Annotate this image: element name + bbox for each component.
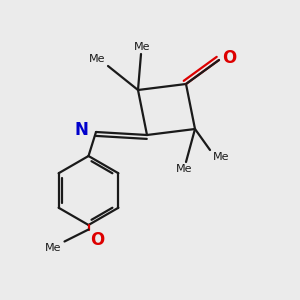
Text: Me: Me — [88, 55, 105, 64]
Text: Me: Me — [176, 164, 193, 173]
Text: N: N — [75, 122, 88, 140]
Text: Me: Me — [213, 152, 230, 161]
Text: O: O — [222, 50, 236, 68]
Text: Me: Me — [45, 243, 62, 253]
Text: Me: Me — [134, 43, 151, 52]
Text: O: O — [90, 231, 104, 249]
